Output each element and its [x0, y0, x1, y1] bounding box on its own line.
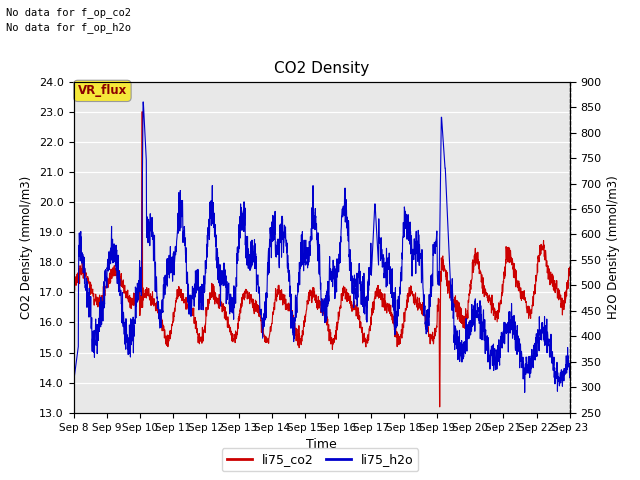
Legend: li75_co2, li75_h2o: li75_co2, li75_h2o [221, 448, 419, 471]
X-axis label: Time: Time [306, 438, 337, 451]
Text: No data for f_op_co2: No data for f_op_co2 [6, 7, 131, 18]
Text: No data for f_op_h2o: No data for f_op_h2o [6, 22, 131, 33]
Y-axis label: CO2 Density (mmol/m3): CO2 Density (mmol/m3) [20, 176, 33, 319]
Y-axis label: H2O Density (mmol/m3): H2O Density (mmol/m3) [607, 175, 620, 319]
Title: CO2 Density: CO2 Density [274, 61, 369, 76]
Text: VR_flux: VR_flux [78, 84, 127, 97]
